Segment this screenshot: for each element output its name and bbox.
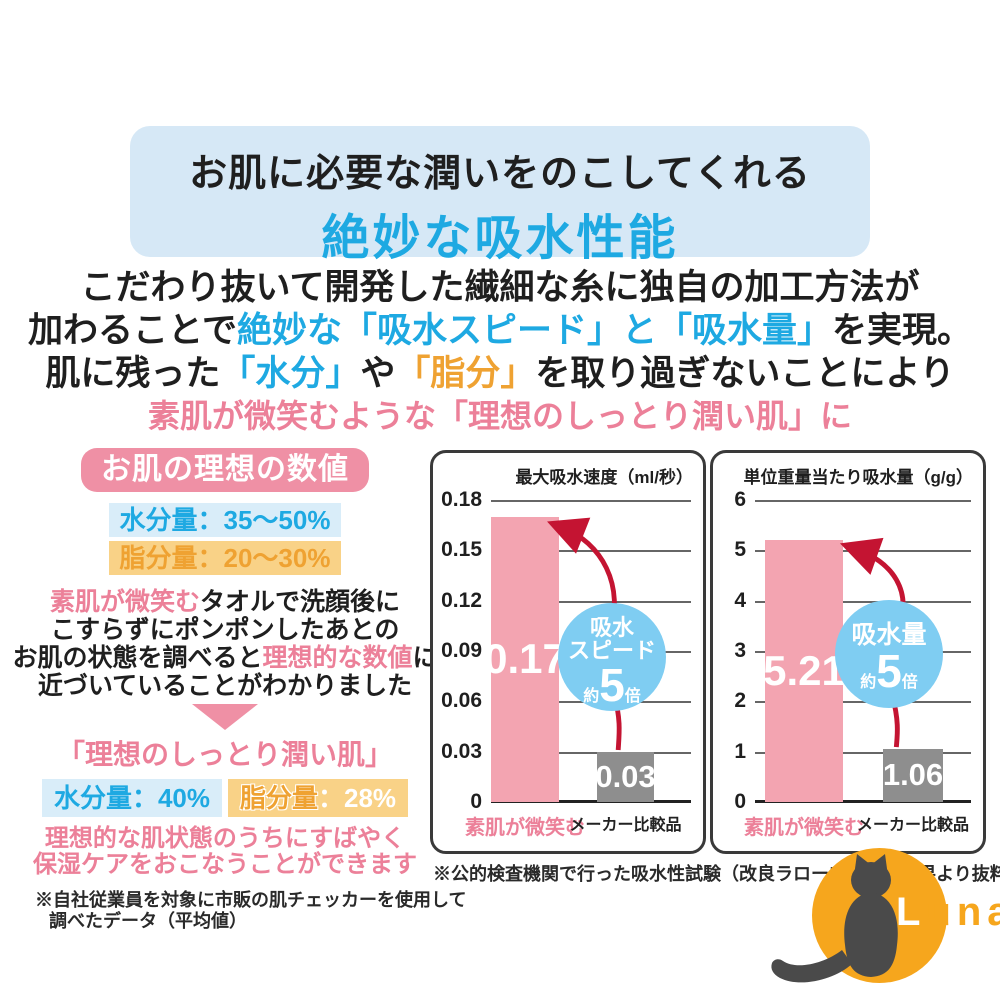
intro-line2-black2: を実現。 — [831, 311, 972, 350]
x-label-product: 素肌が微笑む — [744, 817, 864, 839]
oil-range-row: 脂分量：20～30% — [109, 541, 341, 575]
survey-footnote: ※自社従業員を対象に市販の肌チェッカーを使用して 調べたデータ（平均値） — [35, 890, 467, 931]
intro-paragraph: こだわり抜いて開発した繊細な糸に独自の加工方法が 加わることで絶妙な「吸水スピー… — [0, 266, 1000, 436]
y-axis-tick: 0.15 — [441, 538, 482, 562]
chart-plot-area: 0.17 素肌が微笑む 0.03 メーカー比較品 吸水 スピード 約5倍 0.18… — [441, 488, 691, 839]
chart-plot-area: 5.21 素肌が微笑む 1.06 メーカー比較品 吸水量 約5倍 6 5 4 3 2 1 0 — [734, 488, 971, 839]
intro-line3-moisture: 「水分」 — [220, 354, 361, 393]
gridline — [491, 751, 691, 754]
oil-result-box: 脂分量：28% — [227, 779, 409, 817]
x-label-product: 素肌が微笑む — [465, 817, 585, 839]
bar-competitor: 0.03 メーカー比較品 — [569, 751, 682, 834]
speed-multiplier-badge: 吸水 スピード 約5倍 — [558, 603, 666, 711]
product-name-text: 素肌が微笑む — [49, 588, 200, 616]
gridline — [755, 500, 971, 502]
intro-line-3: 肌に残った「水分」や「脂分」を取り過ぎないことにより — [0, 352, 1000, 395]
logo-text: Luna — [896, 890, 1000, 934]
intro-line2-highlight: 絶妙な「吸水スピード」と「吸水量」 — [236, 311, 832, 350]
y-axis-tick: 0.18 — [441, 488, 482, 511]
moisture-result-box: 水分量：40% — [41, 779, 222, 817]
y-axis-tick: 6 — [734, 488, 746, 511]
gridline — [755, 751, 971, 754]
y-axis-tick: 0.09 — [441, 639, 482, 662]
intro-line-2: 加わることで絶妙な「吸水スピード」と「吸水量」を実現。 — [0, 309, 1000, 352]
bar-product-value: 0.17 — [484, 635, 566, 683]
chart-absorption-speed: 最大吸水速度（ml/秒） 0.17 素肌が微笑む 0.03 — [430, 450, 706, 854]
result-values-row: 水分量：40% 脂分量：28% — [5, 779, 445, 817]
y-axis-tick: 0 — [734, 790, 746, 813]
x-label-competitor: メーカー比較品 — [856, 817, 970, 834]
bar-competitor-value: 0.03 — [595, 758, 656, 794]
y-axis-tick: 3 — [734, 639, 746, 662]
gridline — [755, 701, 971, 704]
bar-competitor: 1.06 メーカー比較品 — [857, 748, 969, 834]
chart-title: 単位重量当たり吸水量（g/g） — [743, 468, 974, 487]
bar-product-value: 5.21 — [763, 646, 845, 694]
hero-title: 絶妙な吸水性能 — [321, 212, 679, 265]
ideal-values-panel: お肌の理想の数値 水分量：35～50% 脂分量：20～30% 素肌が微笑むタオル… — [5, 448, 467, 932]
intro-line3-black3: を取り過ぎないことにより — [535, 354, 955, 393]
intro-line-4: 素肌が微笑むような「理想のしっとり潤い肌」に — [147, 398, 852, 434]
intro-line3-black: 肌に残った — [45, 354, 221, 393]
chart-title: 最大吸水速度（ml/秒） — [515, 468, 693, 487]
y-axis-tick: 0 — [470, 790, 482, 813]
chart-absorption-amount: 単位重量当たり吸水量（g/g） 5.21 素肌が微笑む 1.06 — [710, 450, 986, 854]
result-title: 「理想のしっとり潤い肌」 — [56, 739, 393, 770]
ideal-values-badge: お肌の理想の数値 — [81, 448, 369, 492]
gridline — [491, 500, 691, 502]
care-note: 理想的な肌状態のうちにすばやく 保湿ケアをおこなうことができます — [33, 825, 417, 878]
skin-test-description: 素肌が微笑むタオルで洗顔後に こすらずにポンポンしたあとの お肌の状態を調べると… — [12, 588, 438, 700]
y-axis-tick: 5 — [734, 538, 746, 562]
y-axis-tick: 0.06 — [441, 689, 482, 713]
y-axis-tick: 1 — [734, 739, 746, 763]
bar-competitor-value: 1.06 — [882, 757, 944, 793]
hero-tagline: お肌に必要な潤いをのこしてくれる — [189, 153, 811, 195]
x-label-competitor: メーカー比較品 — [569, 817, 682, 834]
intro-line3-black2: や — [360, 354, 396, 393]
bar-product: 0.17 素肌が微笑む — [465, 516, 585, 839]
hero-banner: お肌に必要な潤いをのこしてくれる 絶妙な吸水性能 — [130, 126, 870, 265]
y-axis-tick: 4 — [734, 588, 746, 612]
intro-line2-black: 加わることで — [28, 311, 237, 350]
bar-product: 5.21 素肌が微笑む — [744, 539, 864, 839]
y-axis-tick: 0.12 — [441, 588, 482, 612]
intro-line3-oil: 「脂分」 — [395, 354, 536, 393]
amount-multiplier-badge: 吸水量 約5倍 — [835, 600, 943, 708]
down-triangle-icon — [192, 704, 258, 730]
luna-logo: Luna — [771, 848, 1000, 983]
intro-line-1: こだわり抜いて開発した繊細な糸に独自の加工方法が — [80, 268, 920, 307]
charts-section: 最大吸水速度（ml/秒） 0.17 素肌が微笑む 0.03 — [430, 450, 986, 854]
y-axis-tick: 0.03 — [441, 739, 482, 763]
y-axis-tick: 2 — [734, 689, 746, 713]
cat-icon — [771, 854, 898, 983]
moisture-range-row: 水分量：35～50% — [109, 503, 341, 537]
